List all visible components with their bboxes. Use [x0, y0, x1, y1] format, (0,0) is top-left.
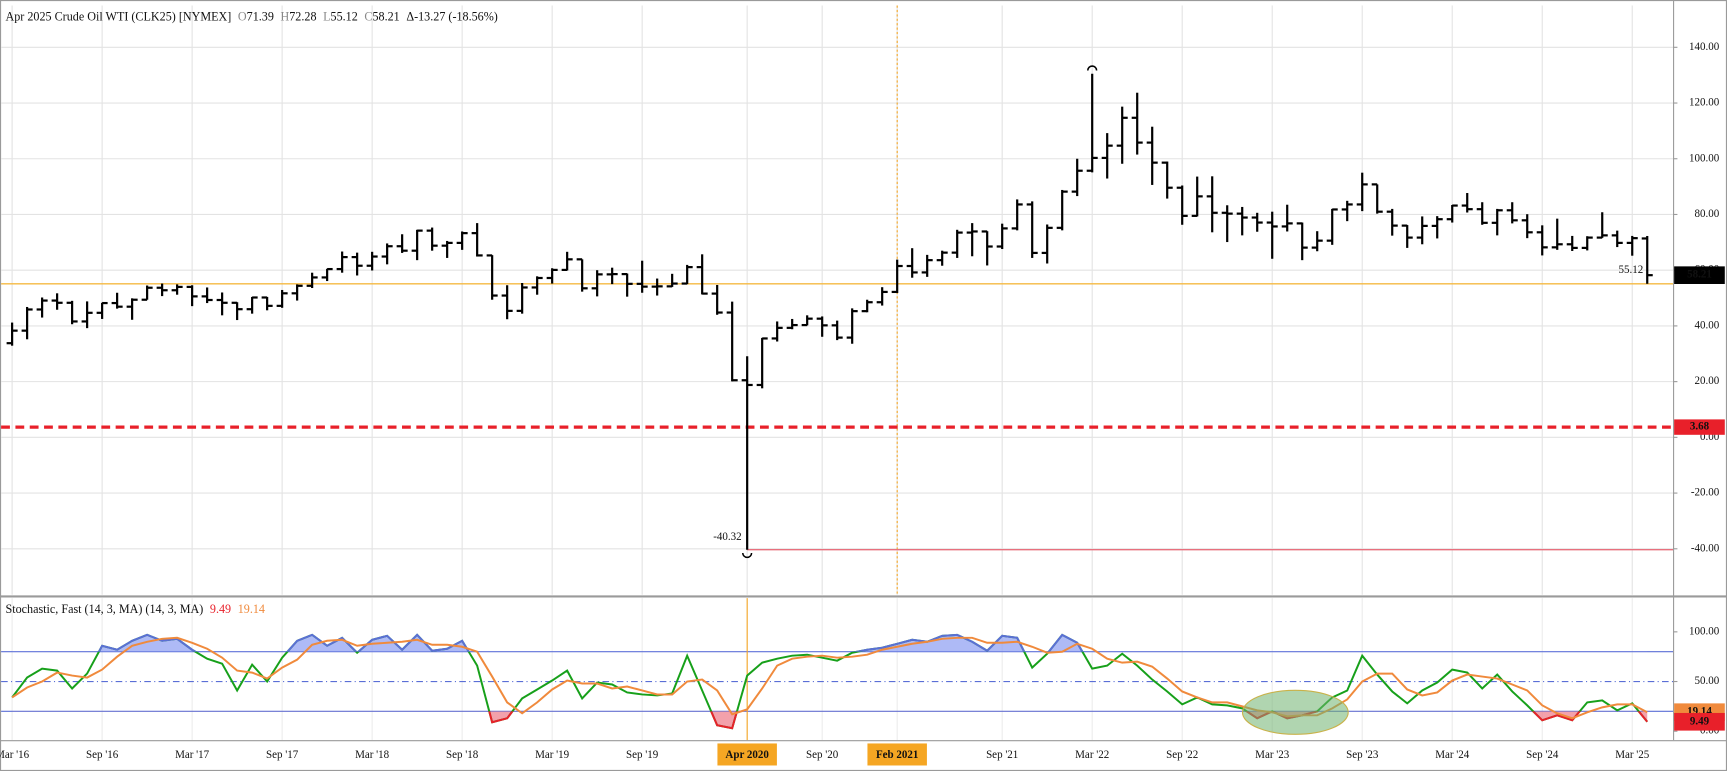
stoch-title: Stochastic, Fast (14, 3, MA) (14, 3, MA)	[6, 602, 204, 616]
x-tick-label: Mar '25	[1615, 749, 1650, 761]
x-tick-label: Mar '19	[535, 749, 570, 761]
stoch-value-label: 9.49	[1690, 715, 1710, 727]
stoch-header: Stochastic, Fast (14, 3, MA) (14, 3, MA)…	[6, 602, 265, 616]
level-label: 55.12	[1619, 264, 1644, 276]
x-tick-label: Sep '23	[1346, 749, 1379, 761]
header-title: Apr 2025 Crude Oil WTI (CLK25) [NYMEX]	[6, 9, 232, 23]
high: 72.28	[289, 9, 316, 23]
y-tick-label: -40.00	[1691, 542, 1720, 554]
stoch-line	[11, 633, 1649, 730]
date-highlight-label: Feb 2021	[876, 749, 918, 761]
stoch-line	[11, 636, 1648, 720]
x-tick-label: Sep '16	[86, 749, 119, 761]
header: Apr 2025 Crude Oil WTI (CLK25) [NYMEX] O7…	[6, 9, 498, 23]
prefix: L	[323, 9, 330, 23]
level-label: -40.32	[713, 531, 741, 543]
x-tick-label: Sep '22	[1166, 749, 1198, 761]
prefix: H	[281, 9, 290, 23]
y-tick-label: 100.00	[1689, 625, 1720, 637]
extreme-marker	[741, 552, 753, 559]
grid	[1, 5, 1678, 741]
annotation-ellipse	[1241, 689, 1349, 735]
y-tick-label: 50.00	[1695, 675, 1720, 687]
x-tick-label: Mar '17	[175, 749, 210, 761]
y-tick-label: -20.00	[1691, 487, 1720, 499]
y-tick-label: 140.00	[1689, 41, 1720, 53]
y-tick-label: 100.00	[1689, 152, 1720, 164]
low: 55.12	[331, 9, 358, 23]
x-tick-label: Mar '22	[1075, 749, 1109, 761]
x-tick-label: Sep '18	[446, 749, 479, 761]
x-tick-label: Sep '17	[266, 749, 299, 761]
last-price-box	[1674, 266, 1725, 284]
labels: Mar '16 Sep '16 Mar '17 Sep '17 Mar '18 Sep '…	[0, 41, 1725, 766]
date-highlight	[717, 743, 777, 766]
y-tick-label: 40.00	[1695, 319, 1720, 331]
change: Δ-13.27 (-18.56%)	[406, 9, 498, 23]
x-tick-label: Mar '24	[1435, 749, 1470, 761]
x-tick-label: Mar '16	[0, 749, 30, 761]
y-tick-label: 120.00	[1689, 97, 1720, 109]
prefix: C	[364, 9, 372, 23]
x-tick-label: Mar '18	[355, 749, 390, 761]
x-tick-label: Mar '23	[1255, 749, 1290, 761]
x-tick-label: Sep '19	[626, 749, 659, 761]
level-box	[1674, 419, 1725, 435]
level-label: 3.68	[1690, 421, 1710, 433]
date-highlight-label: Apr 2020	[725, 749, 769, 761]
y-tick-label: 20.00	[1695, 375, 1720, 387]
x-tick-label: Sep '24	[1526, 749, 1559, 761]
stoch-value-box	[1674, 712, 1725, 731]
extreme-marker	[1087, 65, 1098, 71]
prefix: O	[238, 9, 247, 23]
x-tick-label: Sep '20	[806, 749, 839, 761]
open: 71.39	[247, 9, 274, 23]
y-tick-label: 80.00	[1695, 208, 1720, 220]
x-tick-label: Sep '21	[986, 749, 1018, 761]
stoch-value: 19.14	[238, 602, 265, 616]
last-price: 58.21	[1687, 269, 1712, 281]
marks	[6, 65, 1653, 735]
stoch-value: 9.49	[210, 602, 231, 616]
close: 58.21	[372, 9, 399, 23]
date-highlight	[867, 743, 927, 766]
